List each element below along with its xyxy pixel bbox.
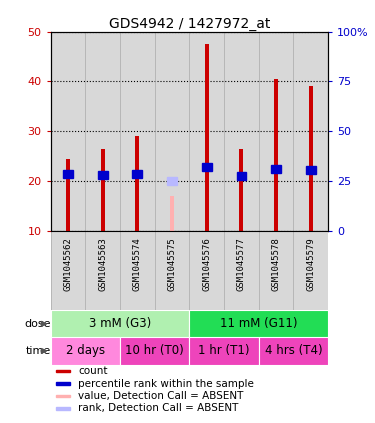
Text: 2 days: 2 days: [66, 344, 105, 357]
Text: time: time: [26, 346, 51, 356]
Text: 11 mM (G11): 11 mM (G11): [220, 317, 297, 330]
Text: GSM1045575: GSM1045575: [168, 237, 177, 291]
Text: GSM1045563: GSM1045563: [98, 237, 107, 291]
Bar: [202, 163, 211, 170]
Bar: [98, 171, 108, 179]
Bar: [51, 32, 85, 231]
Bar: [120, 32, 154, 231]
Text: GSM1045578: GSM1045578: [272, 237, 280, 291]
Bar: [189, 32, 224, 231]
Bar: [56, 395, 70, 397]
Text: GSM1045574: GSM1045574: [133, 237, 142, 291]
Bar: [170, 196, 174, 231]
Title: GDS4942 / 1427972_at: GDS4942 / 1427972_at: [109, 16, 270, 31]
Bar: [51, 338, 120, 365]
Bar: [306, 166, 316, 173]
Text: rank, Detection Call = ABSENT: rank, Detection Call = ABSENT: [78, 404, 239, 413]
Bar: [237, 173, 246, 179]
Bar: [271, 165, 281, 173]
Bar: [189, 338, 259, 365]
Bar: [56, 370, 70, 372]
Bar: [167, 177, 177, 184]
Text: GSM1045576: GSM1045576: [202, 237, 211, 291]
Bar: [63, 170, 73, 178]
Bar: [205, 44, 209, 231]
Bar: [189, 310, 328, 338]
Text: GSM1045577: GSM1045577: [237, 237, 246, 291]
Bar: [274, 79, 278, 231]
Bar: [224, 32, 259, 231]
Bar: [56, 382, 70, 385]
Text: GSM1045579: GSM1045579: [306, 237, 315, 291]
Bar: [120, 338, 189, 365]
Text: GSM1045562: GSM1045562: [63, 237, 72, 291]
Bar: [51, 310, 189, 338]
Bar: [56, 407, 70, 410]
Bar: [259, 338, 328, 365]
Bar: [132, 170, 142, 178]
Bar: [85, 32, 120, 231]
Bar: [100, 148, 105, 231]
Bar: [154, 32, 189, 231]
Text: 3 mM (G3): 3 mM (G3): [89, 317, 151, 330]
Text: dose: dose: [24, 319, 51, 329]
Bar: [259, 32, 293, 231]
Bar: [309, 86, 313, 231]
Text: 10 hr (T0): 10 hr (T0): [125, 344, 184, 357]
Bar: [66, 159, 70, 231]
Bar: [239, 148, 243, 231]
Bar: [135, 136, 140, 231]
Text: 4 hrs (T4): 4 hrs (T4): [265, 344, 322, 357]
Bar: [293, 32, 328, 231]
Text: 1 hr (T1): 1 hr (T1): [198, 344, 250, 357]
Text: percentile rank within the sample: percentile rank within the sample: [78, 379, 254, 388]
Text: count: count: [78, 366, 108, 376]
Text: value, Detection Call = ABSENT: value, Detection Call = ABSENT: [78, 391, 244, 401]
